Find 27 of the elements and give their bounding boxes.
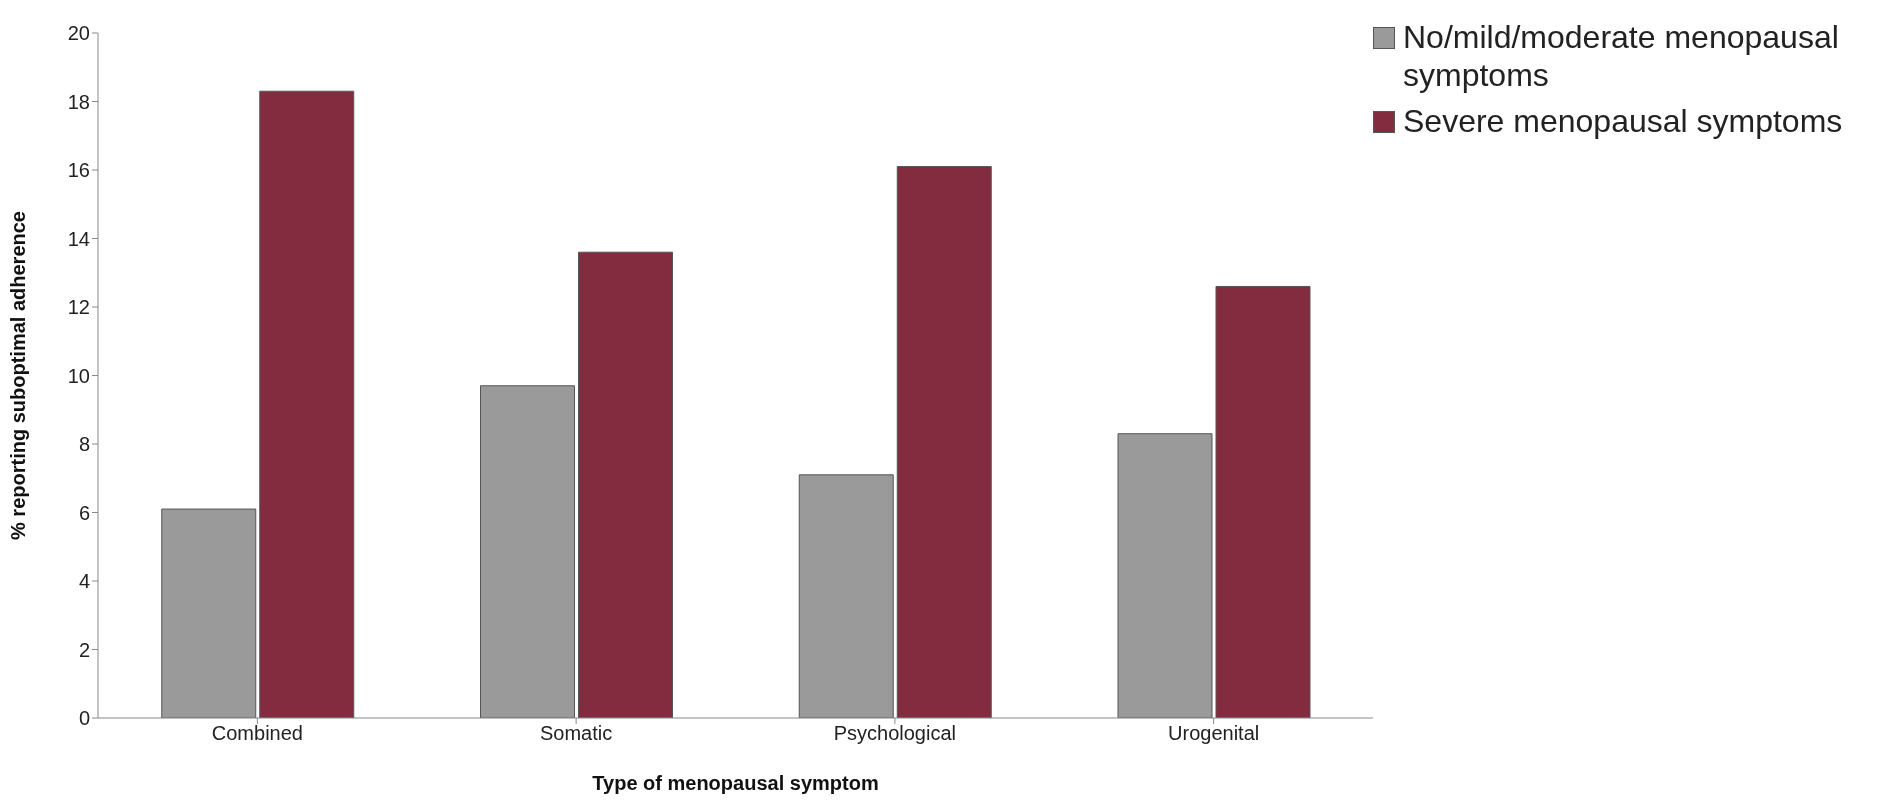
x-tick-label: Combined xyxy=(211,722,303,745)
y-tick-label: 12 xyxy=(67,296,90,319)
bar xyxy=(896,166,992,718)
y-tick-label: 20 xyxy=(67,22,90,45)
legend-label: No/mild/moderate menopausal symptoms xyxy=(1403,18,1840,94)
x-tick-label: Urogenital xyxy=(1168,722,1260,745)
y-tick-label: 2 xyxy=(78,638,90,661)
bar xyxy=(1117,433,1213,718)
x-axis-title: Type of menopausal symptom xyxy=(592,772,879,794)
y-tick-label: 10 xyxy=(67,364,90,387)
y-axis-title: % reporting suboptimal adherence xyxy=(7,211,30,540)
legend-label: Severe menopausal symptoms xyxy=(1403,102,1843,140)
y-tick-label: 16 xyxy=(67,159,90,182)
y-tick-label: 4 xyxy=(78,570,90,593)
x-tick-label: Somatic xyxy=(540,722,613,745)
bar xyxy=(798,474,894,718)
bar xyxy=(480,385,575,718)
y-tick-label: 18 xyxy=(67,90,90,113)
y-tick-label: 0 xyxy=(78,707,90,730)
bar xyxy=(578,251,673,718)
x-tick-label: Psychological xyxy=(833,722,957,745)
bar xyxy=(259,90,355,718)
y-tick-label: 14 xyxy=(67,227,90,250)
y-tick-label: 8 xyxy=(78,433,90,456)
bar xyxy=(161,508,257,718)
bar xyxy=(1215,285,1311,718)
y-tick-label: 6 xyxy=(78,501,90,524)
